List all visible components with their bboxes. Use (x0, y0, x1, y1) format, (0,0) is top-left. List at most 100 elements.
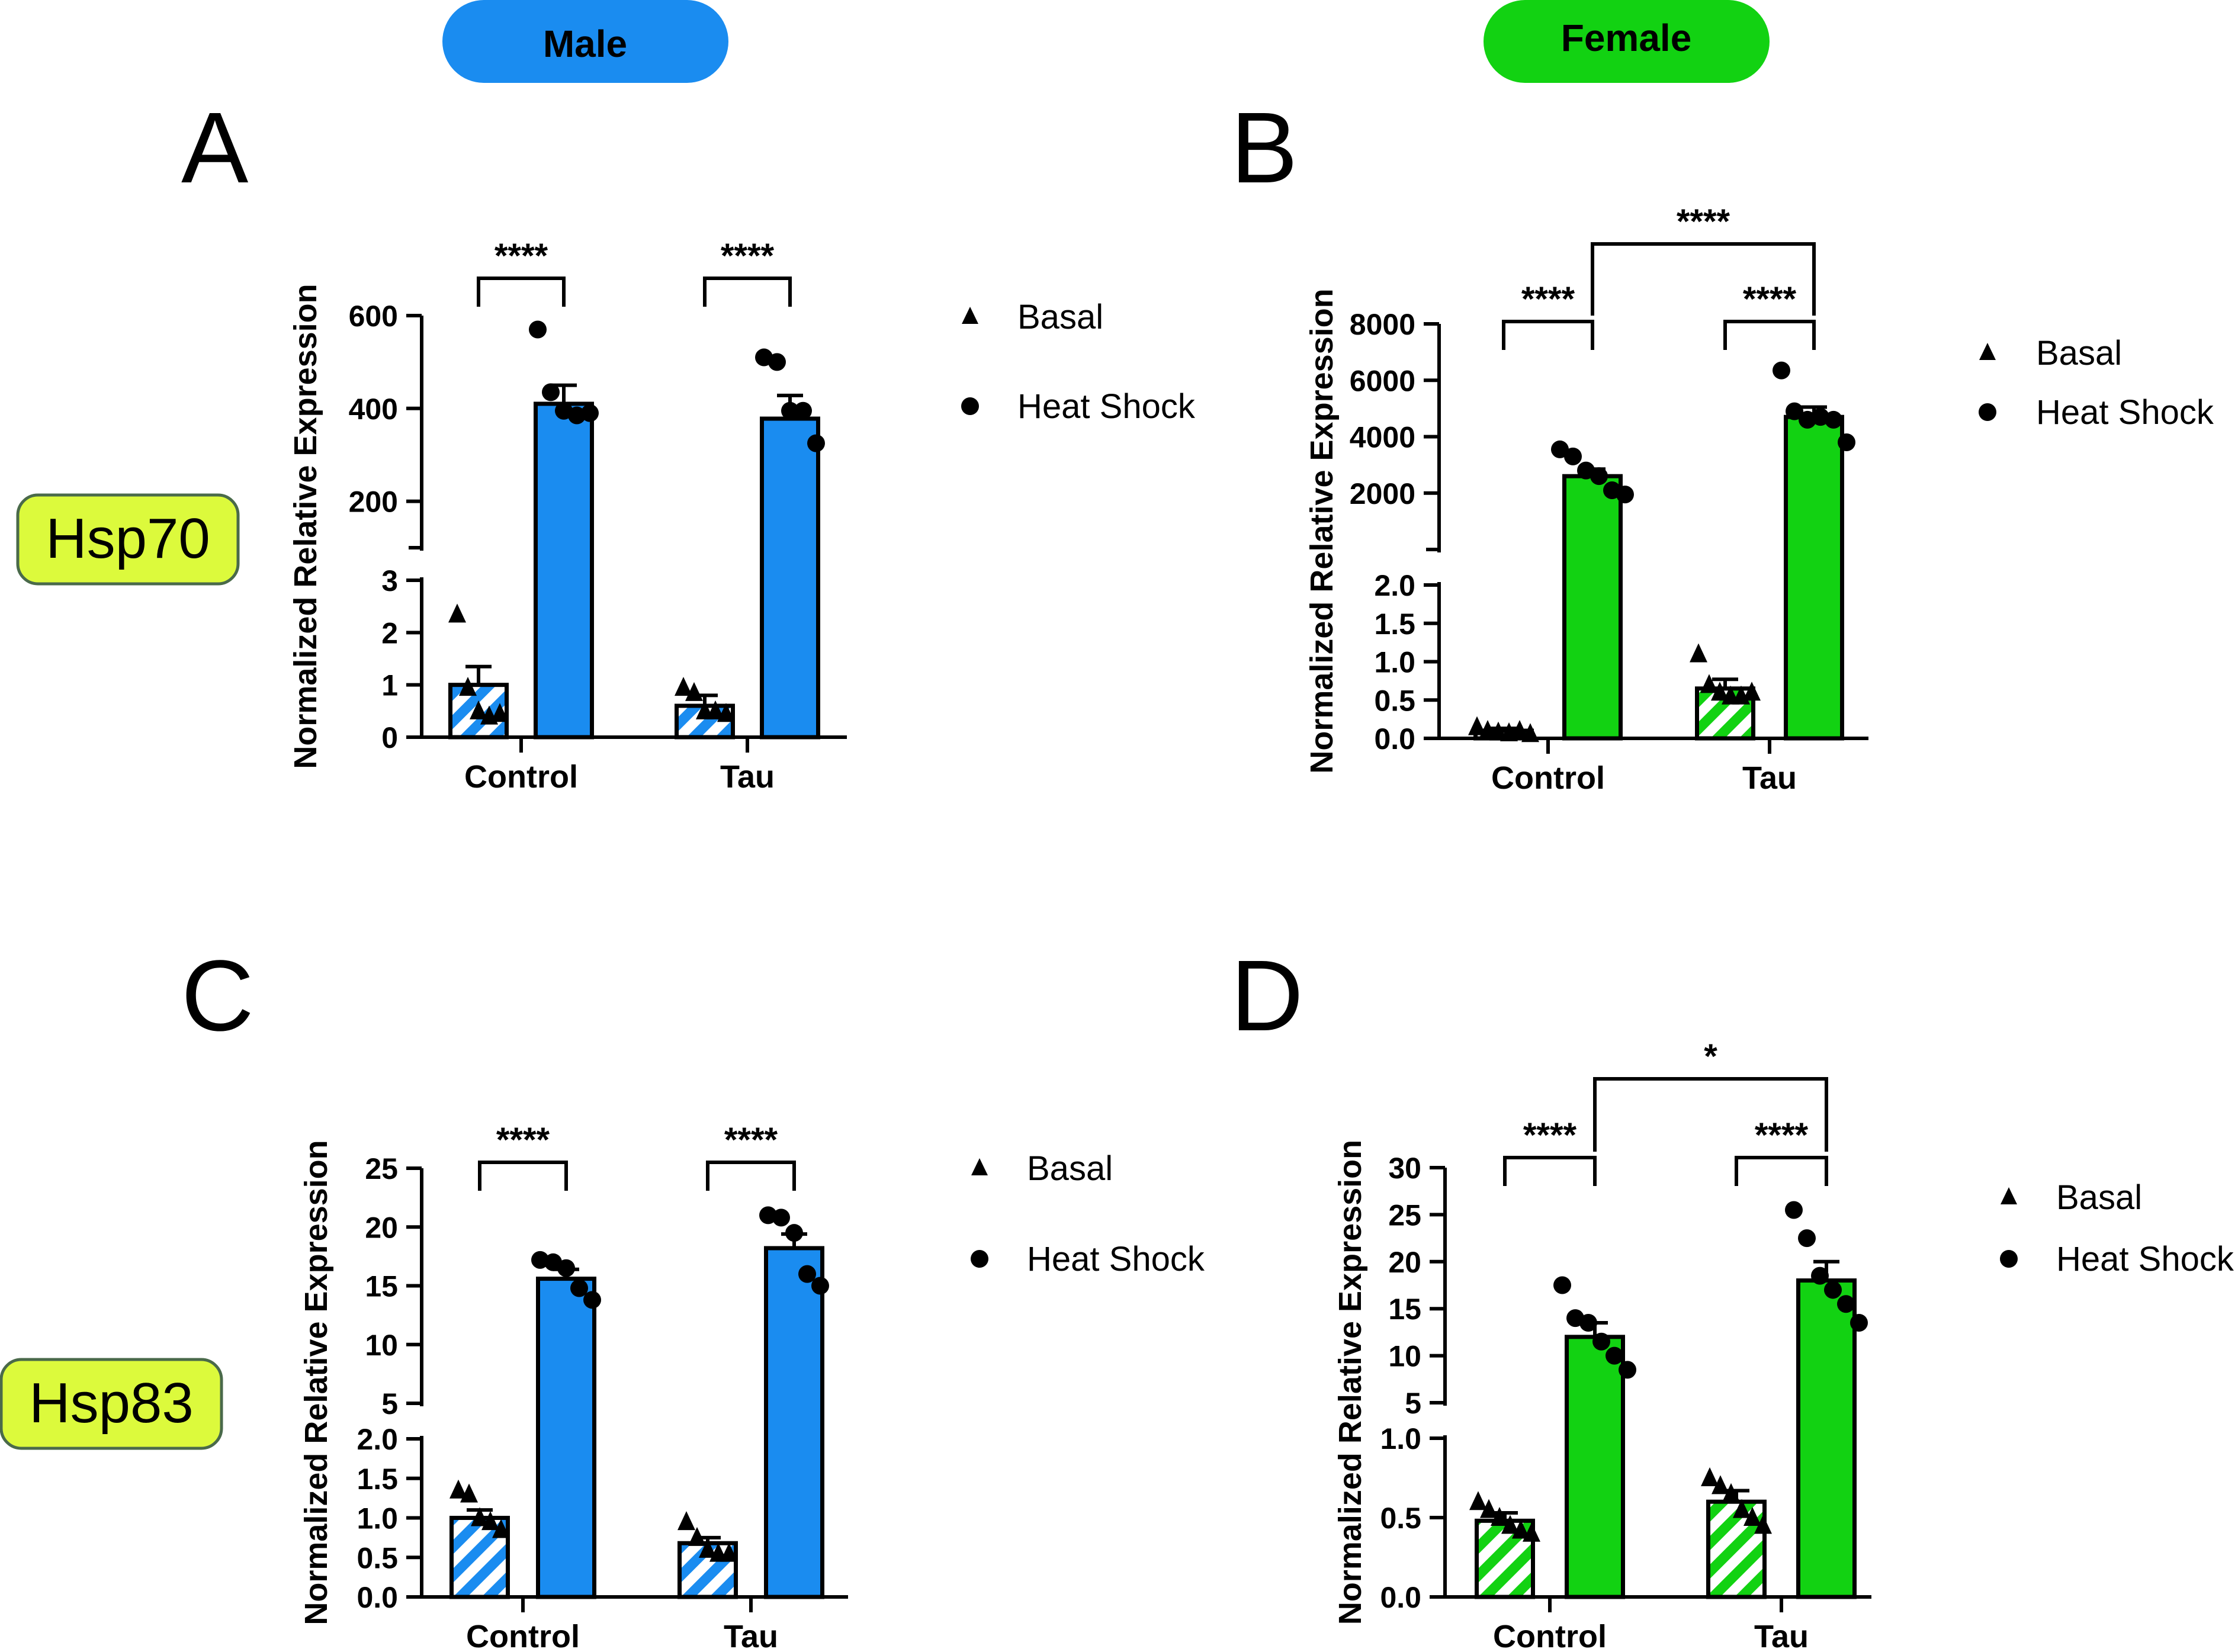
data-point-triangle (491, 703, 509, 722)
data-point-triangle (1468, 716, 1486, 735)
panel-letter-d: D (1231, 940, 1303, 1052)
data-point-circle (1553, 1276, 1571, 1294)
y-tick-label: 15 (365, 1270, 398, 1303)
gene-hsp70: Hsp70 (16, 493, 240, 586)
significance-label: **** (721, 237, 775, 275)
data-point-circle (1606, 1346, 1623, 1365)
data-point-triangle (677, 1511, 695, 1531)
significance-bracket (1502, 320, 1594, 350)
legend-triangle-marker (971, 1158, 988, 1175)
gene-hsp70-box (16, 493, 240, 586)
x-tick-label: Tau (720, 759, 775, 795)
bar-tau-heat-shock (760, 416, 820, 740)
data-point-circle (781, 401, 799, 420)
data-point-circle (581, 404, 599, 422)
data-point-triangle (1722, 1483, 1740, 1502)
significance-label: **** (724, 1121, 778, 1159)
data-point-circle (1850, 1314, 1868, 1332)
y-tick-label: 25 (1388, 1198, 1421, 1232)
data-point-circle (1579, 1314, 1597, 1332)
gene-hsp83-box (0, 1358, 223, 1450)
y-tick-label: 2.0 (1374, 569, 1415, 602)
data-point-circle (1564, 447, 1582, 465)
y-tick-label: 6000 (1350, 364, 1415, 397)
data-point-circle (1838, 433, 1855, 452)
y-tick-label: 1.0 (1380, 1422, 1421, 1455)
legend-circle-marker (1979, 403, 1996, 421)
data-point-triangle (1743, 682, 1761, 701)
legend-triangle-marker (2001, 1187, 2017, 1204)
data-point-triangle (459, 677, 477, 696)
data-point-triangle (1491, 1507, 1508, 1526)
data-point-triangle (675, 677, 692, 696)
data-point-circle (1786, 402, 1803, 420)
data-point-circle (798, 1265, 816, 1283)
y-tick-label: 1.5 (357, 1463, 398, 1496)
panel-letter-b: B (1231, 92, 1298, 204)
legend-label: Heat Shock (1017, 387, 1196, 426)
data-point-triangle (1712, 1475, 1729, 1494)
y-tick-label: 5 (1405, 1387, 1421, 1420)
male-pill (442, 0, 728, 83)
y-tick-label: 600 (349, 300, 398, 333)
y-tick-label: 0.0 (357, 1581, 398, 1614)
data-point-circle (1590, 467, 1608, 486)
significance-label: **** (495, 237, 548, 275)
data-point-triangle (1521, 723, 1539, 743)
significance-label: **** (1523, 1116, 1577, 1155)
data-point-circle (1773, 361, 1790, 380)
data-point-circle (557, 1259, 575, 1277)
x-tick-label: Control (1491, 760, 1605, 796)
x-tick-label: Control (464, 759, 578, 795)
data-point-triangle (1469, 1491, 1487, 1510)
y-tick-label: 20 (365, 1211, 398, 1244)
data-point-triangle (1743, 1507, 1761, 1526)
legend-circle-marker (961, 397, 979, 415)
legend-label: Basal (2056, 1178, 2142, 1217)
data-point-circle (1798, 1229, 1816, 1248)
data-point-circle (807, 434, 825, 452)
data-point-triangle (460, 1483, 478, 1503)
y-tick-label: 0.5 (1380, 1502, 1421, 1535)
panel-letter-c: C (181, 940, 254, 1052)
data-point-triangle (1511, 720, 1529, 740)
legend-label: Heat Shock (2056, 1240, 2234, 1278)
y-tick-label: 400 (349, 393, 398, 426)
x-tick-label: Tau (724, 1619, 778, 1652)
gene-hsp83: Hsp83 (0, 1358, 223, 1450)
y-tick-label: 0.5 (357, 1541, 398, 1574)
significance-bracket (477, 277, 566, 307)
bar-tau-heat-shock (1784, 414, 1844, 741)
legend-label: Heat Shock (1027, 1240, 1205, 1278)
female-header: Female (1484, 0, 1770, 83)
data-point-triangle (717, 703, 735, 722)
significance-bracket (1503, 1156, 1597, 1186)
y-tick-label: 3 (381, 564, 398, 597)
data-point-circle (1824, 1281, 1842, 1299)
y-tick-label: 1.5 (1374, 608, 1415, 641)
data-point-triangle (1711, 682, 1729, 701)
significance-bracket (706, 1161, 796, 1191)
gene-hsp83-label: Hsp83 (29, 1371, 194, 1435)
data-point-circle (529, 320, 547, 339)
data-point-triangle (470, 700, 487, 719)
female-label: Female (1561, 17, 1692, 59)
y-tick-label: 4000 (1350, 421, 1415, 454)
data-point-triangle (1754, 1515, 1772, 1534)
data-point-triangle (720, 1542, 738, 1562)
bar-control-basal (449, 1516, 510, 1599)
significance-label: **** (496, 1121, 550, 1159)
y-tick-label: 0.0 (1380, 1581, 1421, 1614)
data-point-circle (570, 1279, 588, 1297)
significance-label: **** (1743, 280, 1797, 319)
data-point-circle (583, 1291, 601, 1309)
data-point-triangle (1501, 1515, 1519, 1534)
y-tick-label: 8000 (1350, 308, 1415, 341)
y-tick-label: 15 (1388, 1293, 1421, 1326)
data-point-triangle (1523, 1522, 1540, 1542)
legend-triangle-marker (1979, 343, 1996, 360)
y-tick-label: 25 (365, 1152, 398, 1185)
y-tick-label: 1.0 (357, 1502, 398, 1535)
bar-control-heat-shock (534, 401, 594, 740)
y-tick-label: 10 (365, 1329, 398, 1362)
